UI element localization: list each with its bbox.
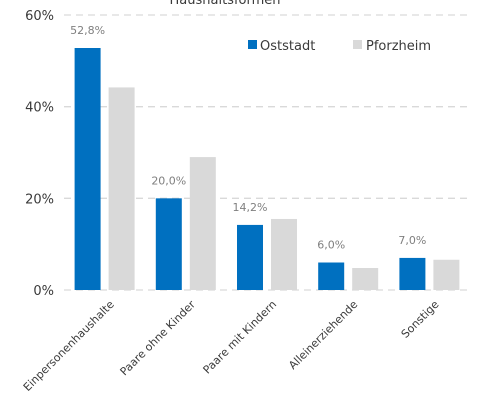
bar-oststadt-sonstige [399,257,426,290]
bar-pforzheim-paare-ohne-kinder [189,157,216,290]
bar-pforzheim-paare-mit-kindern [271,218,297,290]
bars [74,48,460,291]
category-label-sonstige: Sonstige [399,298,442,341]
category-label-paare-mit-kindern: Paare mit Kindern [201,298,280,377]
category-labels: Einpersonenhaushalte Paare ohne Kinder Paa… [21,298,442,394]
category-label-einpersonenhaushalte: Einpersonenhaushalte [21,298,117,394]
data-label-paare-mit-kindern: 14,2% [233,201,268,214]
bar-pforzheim-einpersonenhaushalte [108,87,135,291]
bar-pforzheim-sonstige [433,259,460,290]
data-label-alleinerziehende: 6,0% [317,239,345,252]
y-tick-label: 0% [33,284,54,299]
legend-swatch-pforzheim [353,40,362,49]
category-label-paare-ohne-kinder: Paare ohne Kinder [118,298,199,379]
y-tick-label: 20% [25,192,54,207]
data-label-einpersonenhaushalte: 52,8% [70,24,105,37]
category-label-alleinerziehende: Alleinerziehende [286,298,360,372]
data-label-sonstige: 7,0% [398,234,426,247]
data-label-paare-ohne-kinder: 20,0% [151,174,186,187]
y-tick-label: 60% [25,9,54,24]
legend-label-oststadt: Oststadt [260,39,315,54]
legend: Oststadt Pforzheim [248,39,431,54]
y-axis-ticks: 0% 20% 40% 60% [25,9,54,299]
legend-swatch-oststadt [248,40,257,49]
chart-title: Haushaltsformen [170,0,281,8]
bar-oststadt-paare-mit-kindern [237,224,263,290]
y-tick-label: 40% [25,101,54,116]
bar-oststadt-paare-ohne-kinder [155,198,182,290]
bar-oststadt-einpersonenhaushalte [74,48,101,290]
bar-pforzheim-alleinerziehende [352,268,379,290]
data-labels: 52,8% 20,0% 14,2% 6,0% 7,0% [70,24,426,252]
legend-label-pforzheim: Pforzheim [366,39,431,54]
bar-oststadt-alleinerziehende [318,262,345,290]
